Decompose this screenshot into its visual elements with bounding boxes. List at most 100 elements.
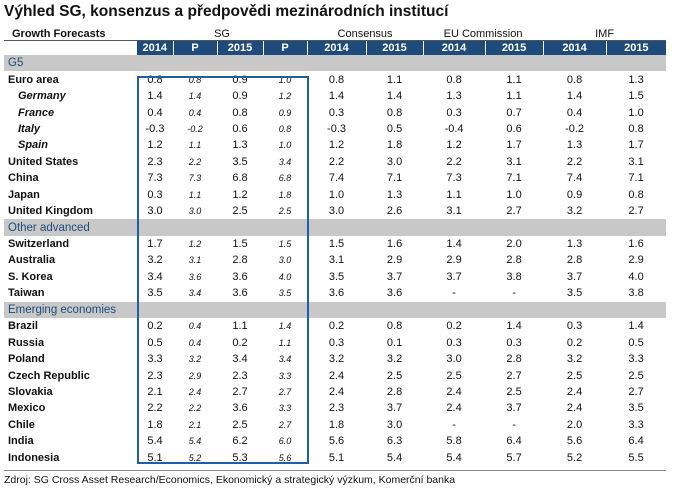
value-cell: 0.3 <box>328 336 345 349</box>
value-cell: 7.1 <box>628 172 644 185</box>
value-cell: 5.4 <box>386 451 403 464</box>
value-cell: 2.2 <box>188 403 202 414</box>
row-label: Euro area <box>8 73 59 86</box>
value-cell: 1.4 <box>328 90 345 103</box>
row-label: Mexico <box>8 402 46 415</box>
value-cell: 1.1 <box>506 73 522 86</box>
value-cell: 6.3 <box>386 435 403 448</box>
value-cell: 0.3 <box>147 188 163 201</box>
value-cell: 3.2 <box>566 205 583 218</box>
col-header: 2015 <box>484 40 544 55</box>
value-cell: 1.5 <box>232 238 248 251</box>
value-cell: 3.2 <box>566 353 583 366</box>
value-cell: 3.3 <box>278 370 292 381</box>
group-sg: SG <box>137 27 308 41</box>
value-cell: 1.1 <box>386 73 403 86</box>
value-cell: 1.8 <box>147 418 163 431</box>
value-cell: 3.5 <box>147 287 163 300</box>
value-cell: 0.2 <box>446 320 462 333</box>
value-cell: 1.4 <box>506 320 522 333</box>
value-cell: 2.7 <box>506 205 522 218</box>
value-cell: 1.3 <box>628 73 644 86</box>
value-cell: 3.6 <box>232 270 248 283</box>
divider <box>4 470 666 471</box>
value-cell: 1.3 <box>232 139 248 152</box>
col-header: P <box>262 40 308 55</box>
value-cell: 2.8 <box>386 385 403 398</box>
value-cell: -0.2 <box>565 122 585 135</box>
value-cell: 1.4 <box>278 321 292 332</box>
value-cell: 0.6 <box>506 122 522 135</box>
table-row: Euro area 0.8 0.8 0.9 1.0 0.8 1.1 0.8 1.1 0.8 1.3 <box>4 71 666 87</box>
value-cell: 2.9 <box>386 254 403 267</box>
row-label: India <box>8 435 34 448</box>
table-row: Chile 1.8 2.1 2.5 2.7 1.8 3.0 - - 2.0 3.3 <box>4 417 666 433</box>
value-cell: 1.1 <box>506 90 522 103</box>
value-cell: 6.8 <box>278 173 292 184</box>
group-consensus: Consensus <box>307 27 424 41</box>
value-cell: 0.1 <box>386 336 403 349</box>
row-label: Indonesia <box>8 451 60 464</box>
value-cell: 3.2 <box>386 353 403 366</box>
value-cell: 5.7 <box>506 451 522 464</box>
value-cell: 1.1 <box>232 320 248 333</box>
value-cell: 1.8 <box>386 139 403 152</box>
value-cell: 2.5 <box>232 418 248 431</box>
value-cell: 1.4 <box>386 90 403 103</box>
value-cell: 3.0 <box>188 206 202 217</box>
value-cell: -0.3 <box>145 122 165 135</box>
value-cell: 0.2 <box>232 336 248 349</box>
value-cell: 0.4 <box>188 337 202 348</box>
value-cell: 3.4 <box>278 354 292 365</box>
col-header: P <box>172 40 217 55</box>
value-cell: 1.4 <box>628 320 644 333</box>
section-row: Emerging economies <box>4 301 667 318</box>
value-cell: 0.8 <box>628 188 644 201</box>
value-cell: 2.5 <box>628 369 644 382</box>
value-cell: 3.3 <box>628 418 644 431</box>
section-label: Emerging economies <box>4 301 137 318</box>
value-cell: 2.3 <box>328 402 345 415</box>
value-cell: 0.5 <box>628 336 644 349</box>
value-cell: 1.2 <box>278 91 292 102</box>
value-cell: 0.8 <box>147 73 163 86</box>
value-cell: 6.0 <box>278 436 292 447</box>
value-cell: 3.1 <box>446 205 462 218</box>
value-cell: 3.5 <box>232 155 248 168</box>
value-cell: 2.5 <box>232 205 248 218</box>
section-label: G5 <box>4 55 137 72</box>
value-cell: 2.4 <box>328 369 345 382</box>
value-cell: 1.2 <box>328 139 345 152</box>
value-cell: -0.2 <box>187 123 203 134</box>
value-cell: 1.8 <box>328 418 345 431</box>
value-cell: 6.4 <box>628 435 644 448</box>
value-cell: 0.4 <box>188 321 202 332</box>
value-cell: 1.7 <box>147 238 163 251</box>
value-cell: 1.4 <box>566 90 583 103</box>
value-cell: 0.4 <box>566 106 583 119</box>
value-cell: 0.9 <box>232 90 248 103</box>
value-cell: 2.4 <box>328 385 345 398</box>
value-cell: 3.8 <box>628 287 644 300</box>
group-header-row: Growth Forecasts SG Consensus EU Commiss… <box>4 27 667 41</box>
value-cell: 0.3 <box>446 106 462 119</box>
value-cell: 6.2 <box>232 435 248 448</box>
value-cell: 1.6 <box>628 238 644 251</box>
row-label: Poland <box>8 353 45 366</box>
value-cell: 2.0 <box>566 418 583 431</box>
value-cell: 7.3 <box>188 173 202 184</box>
value-cell: - <box>452 418 456 431</box>
value-cell: 0.6 <box>232 122 248 135</box>
value-cell: 1.3 <box>566 139 583 152</box>
value-cell: 0.9 <box>278 107 292 118</box>
value-cell: 1.3 <box>446 90 462 103</box>
row-label: Czech Republic <box>8 369 90 382</box>
value-cell: 3.8 <box>506 270 522 283</box>
value-cell: 3.2 <box>188 354 202 365</box>
value-cell: 5.6 <box>328 435 345 448</box>
row-label: Taiwan <box>8 287 45 300</box>
value-cell: 2.4 <box>188 386 202 397</box>
value-cell: 1.4 <box>188 91 202 102</box>
value-cell: 2.5 <box>386 369 403 382</box>
value-cell: 1.1 <box>188 189 202 200</box>
